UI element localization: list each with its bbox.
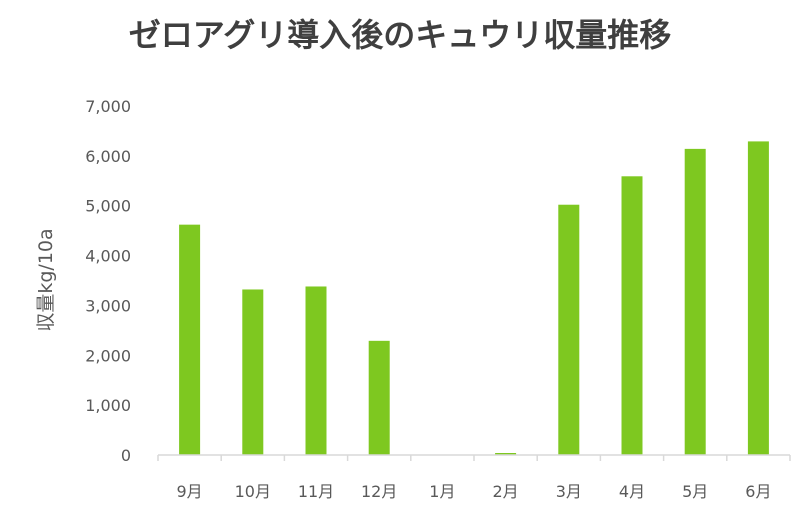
y-tick-label: 1,000 bbox=[85, 396, 131, 415]
x-axis-labels: 9月 10月 11月 12月 1月 2月 3月 4月 5月 6月 bbox=[177, 482, 772, 501]
x-tick-label: 6月 bbox=[745, 482, 771, 501]
x-tick-label: 5月 bbox=[682, 482, 708, 501]
x-tick-label: 10月 bbox=[235, 482, 271, 501]
x-tick-label: 4月 bbox=[619, 482, 645, 501]
bar bbox=[558, 204, 580, 455]
x-tick-label: 12月 bbox=[361, 482, 397, 501]
chart-title: ゼロアグリ導入後のキュウリ収量推移 bbox=[128, 16, 672, 54]
bar bbox=[621, 176, 643, 455]
bar bbox=[495, 453, 517, 455]
bar bbox=[747, 141, 769, 456]
y-tick-label: 4,000 bbox=[85, 247, 131, 266]
y-tick-label: 2,000 bbox=[85, 346, 131, 365]
bar bbox=[684, 148, 706, 455]
bar bbox=[179, 224, 201, 455]
y-tick-label: 0 bbox=[121, 446, 131, 465]
x-tick-label: 9月 bbox=[177, 482, 203, 501]
y-tick-label: 7,000 bbox=[85, 97, 131, 116]
x-tick-label: 1月 bbox=[429, 482, 455, 501]
y-axis-title: 収量kg/10a bbox=[35, 228, 57, 331]
bar bbox=[242, 289, 264, 455]
y-tick-label: 6,000 bbox=[85, 147, 131, 166]
x-tick-label: 2月 bbox=[493, 482, 519, 501]
x-axis-tick-marks bbox=[157, 455, 791, 461]
y-tick-label: 3,000 bbox=[85, 296, 131, 315]
y-axis-ticks: 0 1,000 2,000 3,000 4,000 5,000 6,000 7,000 bbox=[85, 97, 131, 465]
x-tick-label: 11月 bbox=[298, 482, 334, 501]
x-tick-label: 3月 bbox=[556, 482, 582, 501]
bar bbox=[305, 286, 327, 455]
bars bbox=[179, 141, 769, 456]
y-tick-label: 5,000 bbox=[85, 197, 131, 216]
bar bbox=[368, 340, 390, 455]
